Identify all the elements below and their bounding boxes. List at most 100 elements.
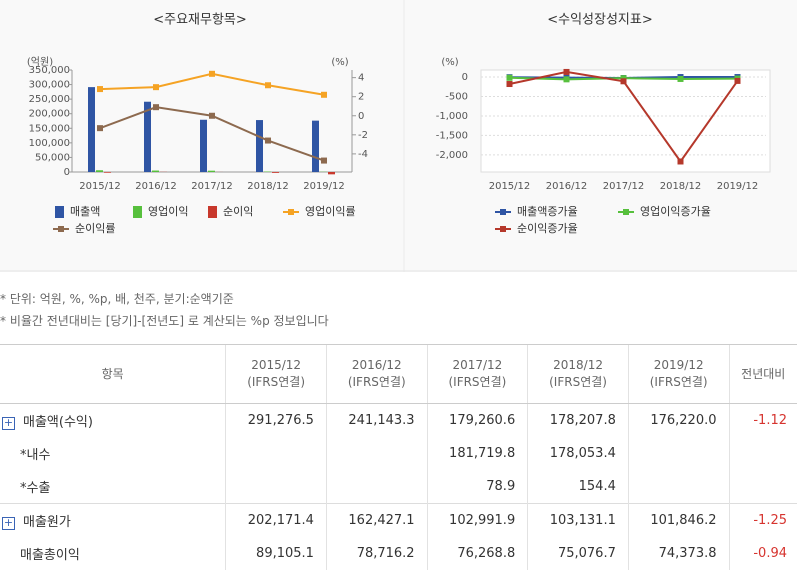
cell: 74,373.8 [628,537,729,570]
row-label: + 매출원가 [0,504,226,538]
y2-tick-label: -2 [358,130,368,141]
cell [326,470,427,504]
point [564,76,570,82]
x-tick-label: 2017/12 [603,181,645,192]
bar [104,172,111,173]
period: 2018/12 [529,357,627,374]
cell [226,470,327,504]
column-header: 2018/12(IFRS연결) [528,345,629,404]
column-header: 전년대비 [729,345,797,404]
column-header: 2015/12(IFRS연결) [226,345,327,404]
legend-label: 영업이익률 [305,205,356,218]
y-tick-label: 250,000 [29,94,70,105]
x-tick-label: 2015/12 [489,181,531,192]
y-tick-label: 100,000 [29,138,70,149]
point [507,75,513,81]
expand-button[interactable]: + [2,417,15,430]
cell: 76,268.8 [427,537,528,570]
point [153,84,159,90]
legend-swatch [623,209,629,215]
cell [628,470,729,504]
period: 2019/12 [630,357,728,374]
chart-title: <수익성장성지표> [547,13,653,28]
legend-label: 순이익 [223,205,253,218]
y2-tick-label: 2 [358,92,364,103]
cell [226,437,327,470]
x-tick-label: 2017/12 [191,181,233,192]
legend-swatch [58,226,64,232]
charts: <주요재무항목>(억원)050,000100,000150,000200,000… [0,0,797,272]
basis: (IFRS연결) [429,374,527,391]
period: 2017/12 [429,357,527,374]
bar [312,121,319,172]
cell [326,437,427,470]
bar [208,171,215,172]
y2-tick-label: -4 [358,149,368,160]
y2-axis-title: (%) [331,57,348,68]
cell: 103,131.1 [528,504,629,538]
expand-button[interactable]: + [2,517,15,530]
cell [729,437,797,470]
x-tick-label: 2018/12 [247,181,289,192]
point [564,69,570,75]
point [153,104,159,110]
point [209,113,215,119]
cell: 291,276.5 [226,404,327,438]
legend-label: 영업이익증가율 [640,205,711,218]
basis: (IFRS연결) [328,374,426,391]
legend-swatch [133,206,142,218]
change-cell: -0.94 [729,537,797,570]
row-label: *수출 [0,470,226,504]
y2-tick-label: 0 [358,111,364,122]
x-tick-label: 2016/12 [546,181,588,192]
label: 매출액(수익) [23,415,93,430]
y2-tick-label: 4 [358,73,364,84]
cell: 154.4 [528,470,629,504]
column-header: 2016/12(IFRS연결) [326,345,427,404]
point [97,86,103,92]
y-tick-label: -1,500 [436,130,468,141]
bar [272,172,279,173]
legend-swatch [500,226,506,232]
cell: 179,260.6 [427,404,528,438]
cell: 181,719.8 [427,437,528,470]
x-tick-label: 2019/12 [303,181,345,192]
y-tick-label: 350,000 [29,65,70,76]
chart-title: <주요재무항목> [153,13,247,28]
notes: * 단위: 억원, %, %p, 배, 천주, 분기:순액기준 * 비율간 전년… [0,288,329,332]
basis: (IFRS연결) [227,374,325,391]
legend-swatch [208,206,217,218]
note: * 비율간 전년대비는 [당기]-[전년도] 로 계산되는 %p 정보입니다 [0,310,329,332]
legend-label: 매출액 [70,205,100,218]
x-tick-label: 2016/12 [135,181,177,192]
label: *내수 [20,448,50,463]
point [735,78,741,84]
cell [729,470,797,504]
point [678,76,684,82]
cell: 89,105.1 [226,537,327,570]
label: 매출원가 [23,515,71,530]
column-header: 2019/12(IFRS연결) [628,345,729,404]
legend-label: 순이익률 [75,222,115,235]
point [678,158,684,164]
row-label: 매출총이익 [0,537,226,570]
legend-label: 매출액증가율 [517,205,578,218]
bar [328,172,335,174]
label: *수출 [20,481,50,496]
cell: 78,716.2 [326,537,427,570]
y-tick-label: -1,000 [436,111,468,122]
y-tick-label: 200,000 [29,109,70,120]
period: 2016/12 [328,357,426,374]
cell: 178,053.4 [528,437,629,470]
note: * 단위: 억원, %, %p, 배, 천주, 분기:순액기준 [0,288,329,310]
y-tick-label: 300,000 [29,80,70,91]
point [265,82,271,88]
cell: 102,991.9 [427,504,528,538]
y-tick-label: 0 [462,72,468,83]
